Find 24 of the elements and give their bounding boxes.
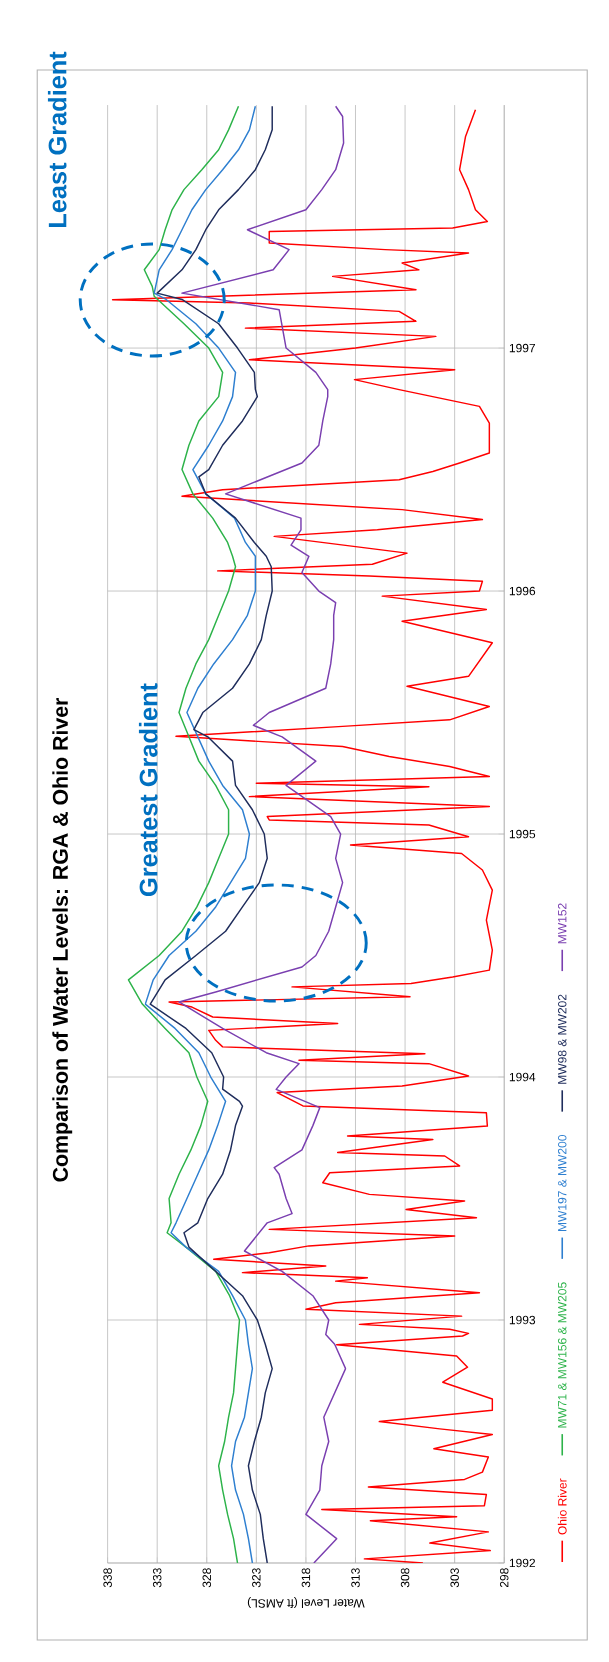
text: Ohio River [557, 1478, 567, 1535]
annotation: Greatest Gradient [138, 683, 158, 896]
x-tick-label: 303 [450, 1568, 459, 1588]
y-tick-label: 1996 [509, 586, 535, 596]
text: MW197 & MW200 [557, 1135, 567, 1231]
x-axis-title: Water Level (ft AMSL) [247, 1596, 365, 1609]
x-tick-label: 323 [251, 1568, 261, 1588]
x-tick-label: 318 [301, 1568, 311, 1588]
y-tick-label: 1994 [509, 1072, 536, 1082]
x-tick-label: 338 [103, 1568, 112, 1588]
text: Least Gradient [47, 51, 67, 227]
x-tick-label: 328 [202, 1568, 211, 1588]
x-tick-label: 333 [152, 1568, 162, 1588]
text: Comparison of Water Levels: RGA & Ohio River [52, 697, 73, 1182]
x-tick-label: 298 [499, 1568, 509, 1588]
text: MW71 & MW156 & MW205 [557, 1282, 567, 1428]
text: MW98 & MW202 [557, 994, 567, 1084]
x-tick-label: 313 [351, 1568, 360, 1588]
text: MW152 [557, 903, 567, 944]
y-tick-label: 1993 [509, 1315, 535, 1325]
y-tick-label: 1997 [509, 343, 535, 353]
x-tick-label: 308 [400, 1568, 410, 1588]
y-tick-label: 1992 [509, 1558, 535, 1568]
y-tick-label: 1995 [509, 829, 536, 839]
